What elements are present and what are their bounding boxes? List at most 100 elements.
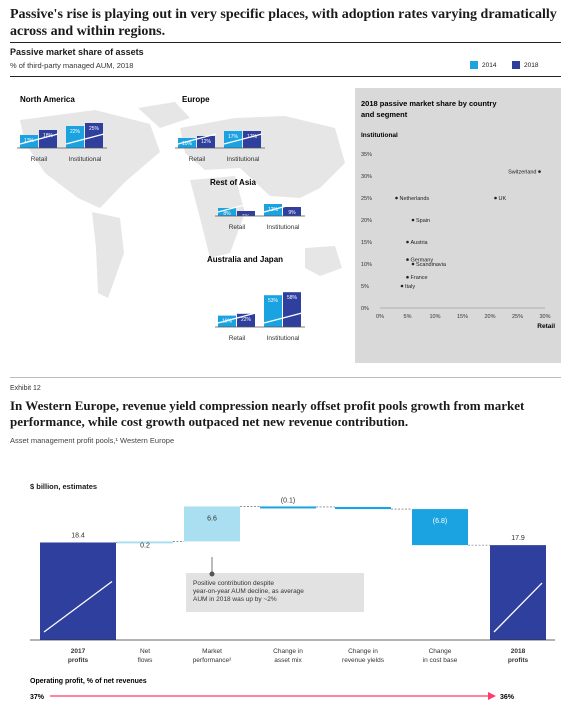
top-rule	[10, 42, 561, 43]
region-bar-label: 53%	[268, 298, 279, 304]
waterfall-bar	[117, 541, 173, 544]
section-rule	[10, 76, 561, 77]
waterfall-category-label: 2018	[511, 648, 526, 655]
scatter-x-tick: 10%	[429, 314, 440, 320]
scatter-y-tick: 20%	[361, 218, 372, 224]
scatter-point-label: Spain	[416, 218, 430, 224]
scatter-x-label: Retail	[537, 323, 555, 330]
scatter-x-tick: 25%	[512, 314, 523, 320]
waterfall-bar	[335, 506, 391, 510]
region-australia-and-japan: Australia and Japan 19% 22% Retail 53% 58% Ins…	[207, 255, 305, 342]
scatter-point-label: Scandinavia	[416, 262, 447, 268]
scatter-x-tick: 20%	[484, 314, 495, 320]
scatter-point-label: Austria	[411, 240, 429, 246]
waterfall-category-label: profits	[508, 657, 529, 664]
scatter-point-label: Germany	[411, 258, 434, 264]
scatter-y-tick: 5%	[361, 284, 369, 290]
scatter-x-tick: 5%	[404, 314, 412, 320]
scatter-point	[406, 275, 409, 279]
waterfall-value-label: (0.1)	[281, 497, 295, 504]
waterfall-category-label: Change in	[348, 648, 378, 655]
waterfall-bar	[260, 506, 316, 509]
region-bar	[197, 136, 215, 148]
operating-profit-start: 37%	[30, 694, 45, 701]
region-trend-line	[263, 312, 303, 324]
waterfall-bar	[40, 542, 116, 640]
scatter-y-tick: 10%	[361, 262, 372, 268]
region-trend-line	[217, 201, 257, 213]
waterfall-bar	[412, 509, 468, 546]
region-trend-line	[65, 133, 105, 145]
region-trend-line	[177, 133, 217, 145]
scatter-point	[538, 170, 541, 173]
scatter-y-tick: 0%	[361, 306, 369, 312]
region-trend-line	[223, 133, 263, 145]
scatter-y-tick: 25%	[361, 196, 372, 202]
scatter-title-line2: and segment	[361, 110, 408, 119]
scatter-panel	[355, 88, 561, 363]
legend-item-2014: 2014	[470, 61, 496, 69]
legend-label-2014: 2014	[482, 61, 497, 69]
region-name: North America	[20, 95, 75, 104]
scatter-y-label: Institutional	[361, 132, 398, 139]
waterfall-category-label: profits	[68, 657, 89, 664]
legend-label-2018: 2018	[524, 61, 539, 69]
headline: Passive's rise is playing out in very sp…	[10, 7, 557, 39]
scatter-point-label: UK	[499, 196, 507, 202]
scatter-point	[411, 262, 415, 266]
region-bar	[283, 292, 301, 327]
region-bar-label: 22%	[70, 129, 81, 135]
region-group-label: Retail	[189, 156, 206, 163]
waterfall-category-label: asset mix	[274, 657, 302, 664]
region-name: Rest of Asia	[210, 178, 256, 187]
exhibit-title: In Western Europe, revenue yield compres…	[10, 398, 525, 429]
region-bar	[237, 211, 255, 216]
scatter-x-tick: 30%	[539, 314, 550, 320]
waterfall-value-label: 6.6	[207, 515, 217, 522]
region-bar	[283, 207, 301, 216]
region-bar-label: 9%	[288, 210, 296, 216]
waterfall-value-label: 18.4	[71, 532, 85, 539]
region-trend-line	[263, 201, 303, 213]
region-bar-label: 25%	[89, 126, 100, 132]
region-bar	[39, 130, 57, 148]
waterfall-category-label: Market	[202, 648, 222, 655]
operating-profit-label: Operating profit, % of net revenues	[30, 678, 147, 685]
waterfall-category-label: Change in	[273, 648, 303, 655]
section-divider	[10, 377, 561, 378]
region-bar-label: 17%	[228, 134, 239, 140]
region-group-label: Retail	[229, 335, 246, 342]
region-bar-label: 8%	[223, 211, 231, 217]
scatter-x-tick: 0%	[376, 314, 384, 320]
waterfall-category-label: Change	[429, 648, 452, 655]
region-bar-label: 22%	[241, 317, 252, 323]
region-bar-label: 19%	[222, 319, 233, 325]
legend-item-2018: 2018	[512, 61, 538, 69]
scatter-plot: 2018 passive market share by country and …	[361, 99, 555, 330]
region-group-label: Institutional	[267, 335, 300, 342]
region-group-label: Retail	[31, 156, 48, 163]
annotation-box	[186, 573, 364, 612]
operating-profit-end: 36%	[500, 694, 515, 701]
region-bar	[218, 208, 236, 216]
waterfall-figure: 18.4 2017 profits 0.2 Net flows 6.6 Market perfo…	[30, 497, 555, 701]
waterfall-value-label: 0.2	[140, 542, 150, 549]
exhibit-subtitle: Asset management profit pools,¹ Western …	[10, 436, 175, 445]
legend-swatch-2014	[470, 61, 478, 69]
scatter-point-label: France	[411, 275, 428, 281]
scatter-title: 2018 passive market share by country	[361, 99, 497, 108]
scatter-point	[406, 240, 409, 244]
region-bar	[178, 138, 196, 148]
scatter-point-label: Italy	[405, 284, 415, 290]
waterfall-value-label: 17.9	[511, 535, 525, 542]
region-bar-label: 12%	[201, 139, 212, 145]
scatter-point	[411, 218, 415, 222]
region-group-label: Retail	[229, 224, 246, 231]
region-group-label: Institutional	[227, 156, 260, 163]
region-bar-label: 58%	[287, 295, 298, 301]
waterfall-category-label: revenue yields	[342, 657, 385, 664]
